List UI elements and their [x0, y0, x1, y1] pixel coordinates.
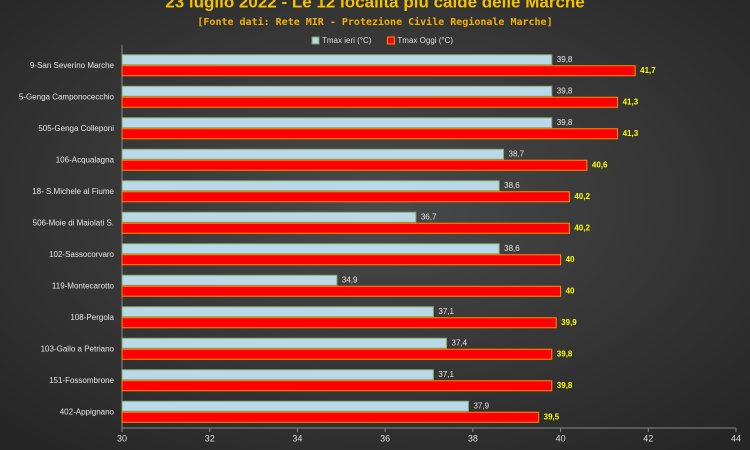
data-label: 34,9	[342, 275, 358, 284]
y-tick-label: 151-Fossombrone	[49, 376, 114, 385]
chart-title: 23 luglio 2022 - Le 12 località più cald…	[165, 0, 585, 11]
data-label: 37,1	[438, 370, 454, 379]
y-tick-label: 102-Sassocorvaro	[49, 250, 114, 259]
data-label: 40,2	[574, 223, 590, 232]
data-label: 40,2	[574, 192, 590, 201]
chart-subtitle: [Fonte dati: Rete MIR - Protezione Civil…	[197, 16, 552, 28]
data-label: 38,6	[504, 244, 520, 253]
x-tick-label: 36	[380, 433, 390, 443]
x-tick-label: 34	[292, 433, 302, 443]
data-label: 39,8	[557, 118, 573, 127]
y-tick-label: 103-Gallo a Petriano	[41, 344, 115, 353]
bar	[121, 211, 417, 223]
bar	[121, 243, 500, 255]
bar	[121, 65, 636, 77]
data-label: 38,6	[504, 181, 520, 190]
bar	[121, 180, 500, 192]
y-tick-label: 106-Acqualagna	[56, 155, 115, 164]
bar	[121, 117, 553, 129]
bar	[121, 369, 434, 381]
bar	[121, 274, 338, 286]
x-tick-label: 44	[731, 433, 741, 443]
y-tick-label: 506-Moie di Maiolati S.	[33, 218, 114, 227]
legend-label: Tmax Oggi (°C)	[397, 36, 453, 45]
legend-label: Tmax ieri (°C)	[322, 36, 372, 45]
bar	[121, 96, 619, 108]
data-label: 38,7	[509, 149, 525, 158]
y-tick-label: 18- S.Michele al Fiume	[32, 187, 114, 196]
bar	[121, 191, 570, 203]
data-label: 39,8	[557, 86, 573, 95]
bar	[121, 348, 553, 360]
data-label: 41,3	[623, 129, 639, 138]
bar	[121, 411, 540, 423]
legend-swatch	[311, 36, 320, 45]
bar	[121, 222, 570, 234]
data-label: 37,4	[452, 338, 468, 347]
bar	[121, 148, 505, 160]
y-tick-label: 108-Pergola	[70, 313, 114, 322]
data-label: 39,8	[557, 349, 573, 358]
y-tick-label: 402-Appignano	[60, 407, 115, 416]
bar	[121, 317, 557, 329]
data-label: 39,8	[557, 381, 573, 390]
y-tick-label: 9-San Severino Marche	[30, 61, 115, 70]
bar	[121, 285, 562, 297]
data-label: 40	[566, 255, 575, 264]
data-label: 36,7	[421, 212, 437, 221]
bar	[121, 54, 553, 66]
bar	[121, 337, 448, 349]
data-label: 37,1	[438, 307, 454, 316]
legend-swatch	[386, 36, 395, 45]
y-tick-label: 5-Genga Camponocecchio	[19, 92, 115, 101]
data-label: 41,7	[640, 66, 656, 75]
x-tick-label: 38	[468, 433, 478, 443]
data-label: 39,5	[544, 412, 560, 421]
bar	[121, 159, 588, 171]
data-label: 41,3	[623, 97, 639, 106]
data-label: 37,9	[473, 401, 489, 410]
bar	[121, 254, 562, 266]
bar	[121, 306, 434, 318]
data-label: 39,8	[557, 55, 573, 64]
data-label: 40,6	[592, 160, 608, 169]
x-tick-label: 30	[117, 433, 127, 443]
bar	[121, 380, 553, 392]
x-tick-label: 32	[205, 433, 215, 443]
x-tick-label: 40	[556, 433, 566, 443]
bar	[121, 85, 553, 97]
x-tick-label: 42	[643, 433, 653, 443]
bar	[121, 400, 469, 412]
y-tick-label: 119-Montecarotto	[52, 281, 115, 290]
data-label: 40	[566, 286, 575, 295]
data-label: 39,9	[561, 318, 577, 327]
y-tick-label: 505-Genga Colleponi	[38, 124, 114, 133]
bar	[121, 128, 619, 140]
